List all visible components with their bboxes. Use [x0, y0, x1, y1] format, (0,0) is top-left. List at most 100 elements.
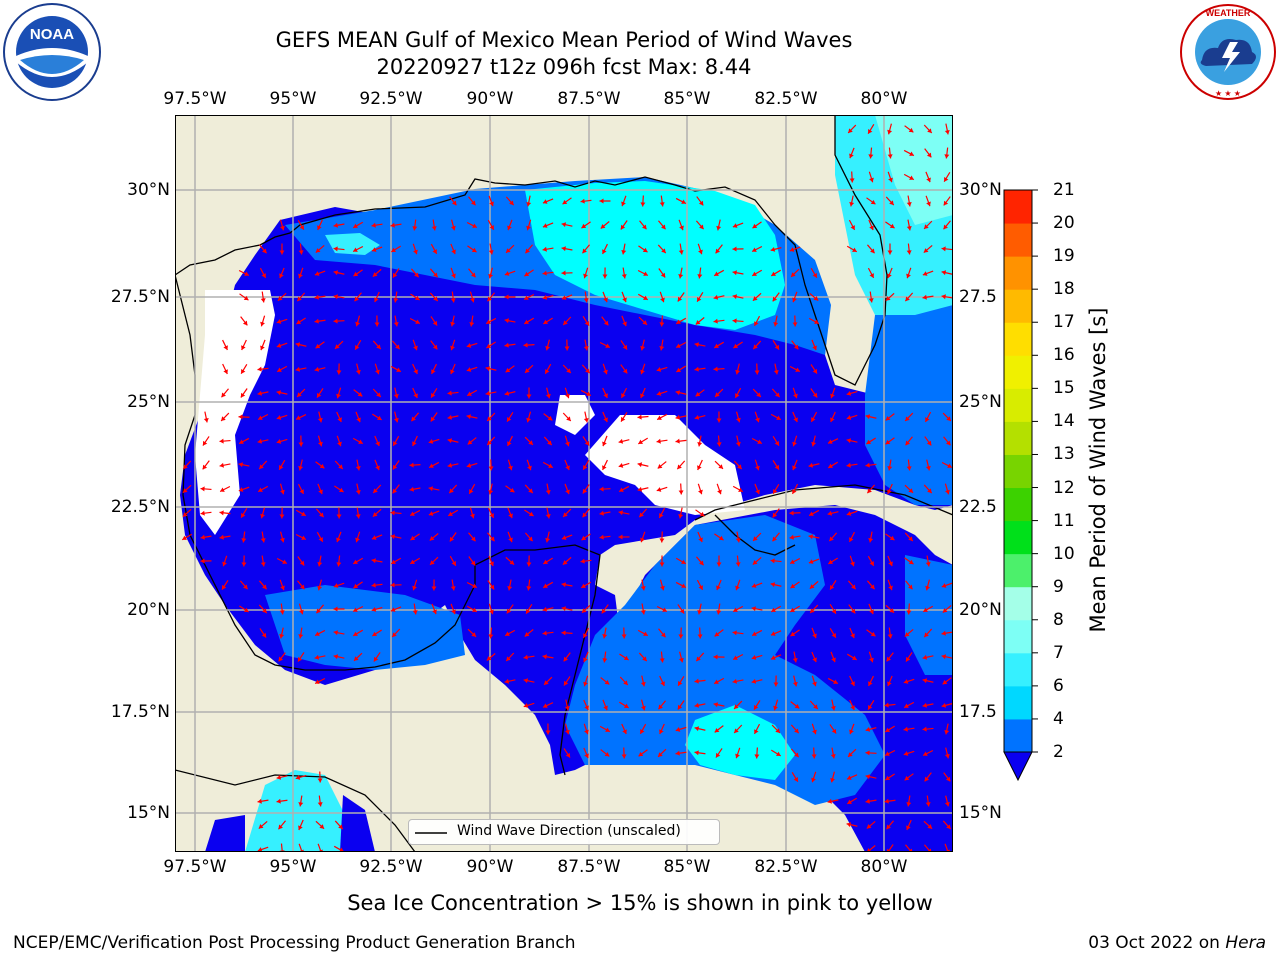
wave-direction-arrowhead — [260, 513, 266, 519]
wave-direction-arrowhead — [485, 390, 491, 396]
wave-direction-arrowhead — [393, 272, 398, 278]
wave-direction-arrowhead — [927, 488, 932, 494]
wave-direction-arrowhead — [885, 415, 891, 421]
wave-direction-arrowhead — [622, 344, 628, 350]
wave-direction-arrowhead — [314, 366, 320, 372]
wave-direction-arrowhead — [941, 246, 946, 252]
wave-direction-arrowhead — [941, 583, 947, 588]
wave-direction-arrowhead — [925, 562, 931, 567]
wave-direction-arrowhead — [318, 537, 323, 542]
wave-direction-arrowhead — [431, 369, 436, 374]
lon-tick-top: 87.5°W — [557, 89, 621, 109]
lon-tick-top: 92.5°W — [359, 89, 423, 109]
wave-direction-arrowhead — [605, 343, 610, 348]
wave-direction-arrowhead — [413, 369, 418, 374]
map-canvas — [175, 115, 953, 852]
wave-direction-arrowhead — [698, 200, 704, 206]
wave-direction-arrowhead — [354, 296, 360, 302]
wave-direction-arrowhead — [676, 343, 681, 348]
wave-direction-arrowhead — [375, 369, 380, 375]
lon-tick-bottom: 90°W — [466, 857, 514, 877]
wave-direction-arrowhead — [678, 250, 684, 255]
wave-direction-arrowhead — [297, 656, 303, 662]
wave-direction-arrowhead — [794, 752, 799, 758]
wave-direction-arrowhead — [488, 250, 494, 255]
lon-tick-top: 97.5°W — [163, 89, 227, 109]
wave-direction-arrowhead — [430, 416, 436, 422]
wave-direction-arrowhead — [675, 390, 681, 396]
wave-direction-arrowhead — [812, 368, 818, 374]
wave-direction-arrowhead — [792, 322, 798, 327]
wave-direction-arrowhead — [564, 346, 570, 351]
wave-direction-arrowhead — [429, 536, 435, 541]
wave-direction-arrowhead — [504, 271, 510, 276]
wave-direction-arrowhead — [827, 439, 833, 444]
wave-direction-arrowhead — [353, 607, 358, 612]
wave-direction-arrowhead — [562, 199, 568, 205]
wave-direction-arrowhead — [333, 270, 339, 276]
wave-direction-arrowhead — [582, 512, 588, 518]
wave-direction-arrowhead — [466, 343, 472, 348]
wave-direction-arrowhead — [808, 462, 814, 468]
lat-tick-left: 17.5°N — [110, 702, 170, 722]
wave-direction-arrowhead — [923, 607, 928, 612]
wave-direction-arrowhead — [812, 273, 817, 278]
wave-direction-arrowhead — [870, 248, 875, 254]
wave-direction-arrowhead — [222, 561, 227, 567]
wave-direction-arrowhead — [488, 634, 494, 639]
wave-direction-arrowhead — [678, 273, 684, 279]
wave-direction-arrowhead — [395, 344, 400, 350]
wave-direction-arrowhead — [276, 343, 282, 348]
wave-direction-arrowhead — [545, 393, 551, 399]
wave-direction-arrowhead — [640, 681, 646, 687]
wave-direction-arrowhead — [908, 127, 914, 133]
wave-direction-arrowhead — [563, 680, 569, 686]
wave-direction-arrowhead — [523, 678, 529, 684]
wave-direction-arrowhead — [906, 226, 912, 231]
wave-direction-arrowhead — [775, 728, 780, 733]
wave-direction-arrowhead — [699, 560, 704, 566]
wave-direction-arrowhead — [697, 634, 703, 639]
wave-direction-arrowhead — [336, 562, 342, 567]
wave-direction-arrowhead — [678, 680, 683, 686]
undefined-patch-south — [585, 415, 745, 515]
wave-direction-arrowhead — [675, 727, 681, 732]
wave-direction-arrowhead — [339, 847, 344, 852]
wave-direction-arrowhead — [732, 630, 737, 636]
colorbar-band — [1004, 454, 1032, 489]
wave-direction-arrowhead — [923, 751, 928, 756]
wave-direction-arrowhead — [831, 728, 837, 734]
wave-direction-arrowhead — [925, 465, 931, 471]
wave-direction-arrowhead — [623, 680, 628, 686]
wave-direction-arrowhead — [926, 152, 932, 158]
wave-direction-arrowhead — [922, 726, 927, 732]
wave-direction-arrowhead — [848, 128, 853, 133]
wave-direction-arrowhead — [941, 630, 946, 636]
wave-direction-arrowhead — [618, 463, 624, 468]
wave-direction-arrowhead — [524, 295, 529, 300]
wave-direction-arrowhead — [450, 321, 456, 327]
wave-direction-arrowhead — [602, 658, 608, 663]
wave-direction-arrowhead — [259, 464, 264, 470]
wave-direction-arrowhead — [353, 271, 359, 277]
wave-direction-arrowhead — [489, 513, 494, 518]
wave-direction-arrowhead — [735, 753, 740, 759]
wave-direction-arrowhead — [240, 392, 246, 398]
wave-direction-arrowhead — [638, 439, 644, 444]
wave-direction-arrowhead — [908, 536, 913, 542]
wave-direction-arrowhead — [733, 343, 739, 348]
wave-direction-arrowhead — [906, 250, 912, 255]
wave-direction-arrowhead — [508, 465, 513, 471]
wave-direction-arrowhead — [336, 393, 341, 399]
wave-direction-arrowhead — [585, 368, 590, 374]
wave-direction-arrowhead — [792, 681, 798, 687]
wave-direction-arrowhead — [771, 607, 776, 612]
wave-direction-arrowhead — [545, 369, 550, 374]
wave-direction-arrowhead — [279, 465, 284, 470]
lat-tick-left: 20°N — [127, 600, 170, 620]
wave-direction-arrowhead — [182, 512, 188, 517]
wave-direction-arrowhead — [504, 678, 510, 684]
wave-direction-arrowhead — [542, 199, 548, 204]
wave-direction-arrowhead — [583, 681, 588, 687]
wave-direction-arrowhead — [467, 439, 473, 445]
